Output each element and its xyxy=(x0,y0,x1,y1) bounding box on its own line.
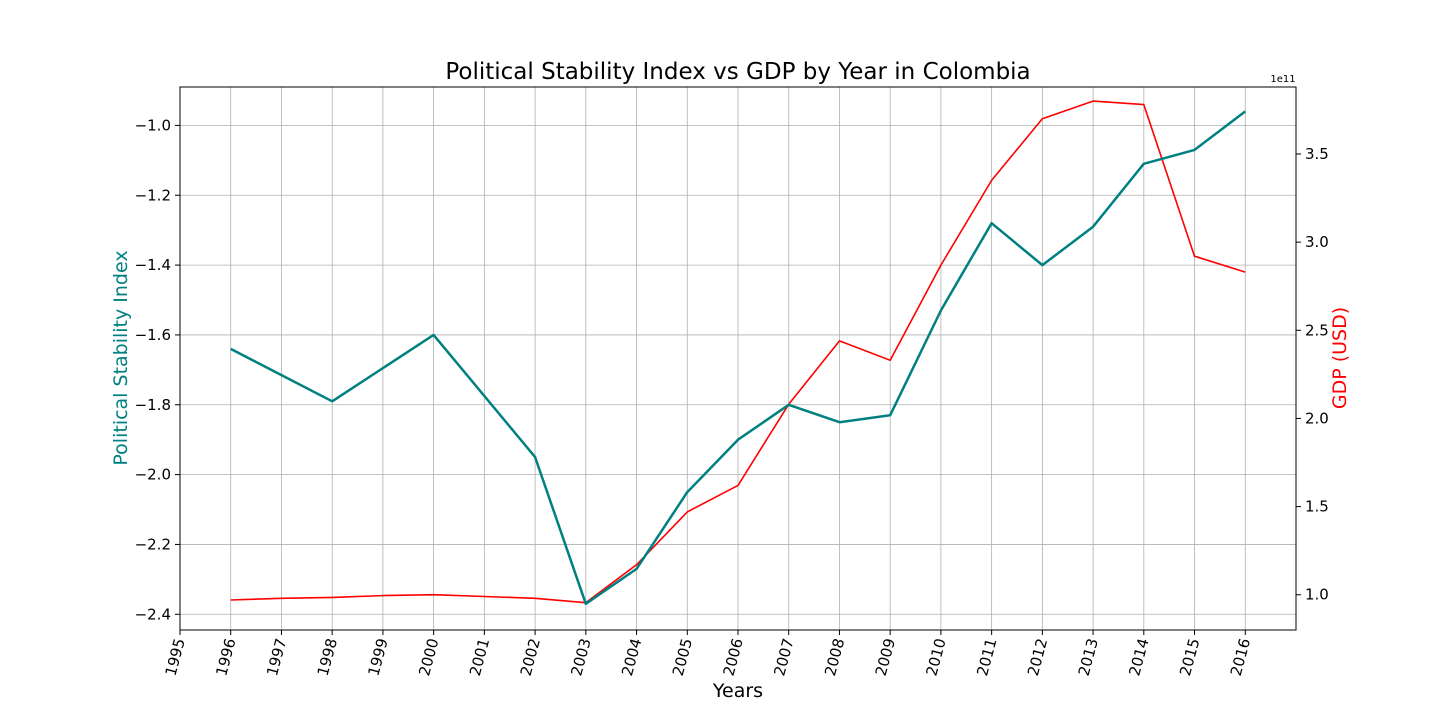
x-tick-label: 2013 xyxy=(1075,636,1102,678)
y-right-tick-label: 1.5 xyxy=(1305,498,1329,516)
y-right-tick-label: 2.0 xyxy=(1305,409,1329,427)
y-right-tick-label: 3.0 xyxy=(1305,233,1329,251)
x-tick-label: 2011 xyxy=(973,636,1000,678)
y-right-tick-label: 3.5 xyxy=(1305,145,1329,163)
y-left-tick-label: −2.4 xyxy=(135,605,171,623)
x-tick-label: 2006 xyxy=(720,636,747,678)
y-left-tick-label: −2.0 xyxy=(135,466,171,484)
x-axis: 1995 1996 1997 1998 1999 2000 2001 2002 2003 2004… xyxy=(162,630,1254,678)
y-axis-left: −2.4 −2.2 −2.0 −1.8 −1.6 −1.4 −1.2 −1.0 xyxy=(135,116,180,623)
y-left-tick-label: −1.8 xyxy=(135,396,171,414)
x-tick-label: 2000 xyxy=(415,636,442,678)
gdp-line xyxy=(230,100,1246,604)
y-left-tick-label: −1.2 xyxy=(135,186,171,204)
x-tick-label: 1998 xyxy=(314,636,341,678)
x-tick-label: 2010 xyxy=(923,636,950,678)
x-tick-label: 2004 xyxy=(618,636,645,678)
chart-title: Political Stability Index vs GDP by Year… xyxy=(445,59,1030,85)
right-axis-offset-label: 1e11 xyxy=(1270,74,1295,85)
y-axis-right-label: GDP (USD) xyxy=(1329,307,1351,409)
y-axis-left-label: Political Stability Index xyxy=(110,250,132,465)
stability-line xyxy=(230,110,1247,606)
y-left-tick-label: −1.4 xyxy=(135,256,171,274)
x-tick-label: 2002 xyxy=(517,636,544,678)
x-tick-label: 2003 xyxy=(567,636,594,678)
x-tick-label: 2016 xyxy=(1227,636,1254,678)
y-left-tick-label: −1.6 xyxy=(135,326,171,344)
y-left-tick-label: −1.0 xyxy=(135,116,171,134)
y-left-tick-label: −2.2 xyxy=(135,535,171,553)
x-tick-label: 2015 xyxy=(1176,636,1203,678)
x-tick-label: 2001 xyxy=(466,636,493,678)
x-tick-label: 1997 xyxy=(263,636,290,678)
x-tick-label: 2007 xyxy=(770,636,797,678)
x-tick-label: 1995 xyxy=(162,636,189,678)
x-tick-label: 2012 xyxy=(1024,636,1051,678)
x-tick-label: 1996 xyxy=(212,636,239,678)
x-tick-label: 2005 xyxy=(669,636,696,678)
x-tick-label: 1999 xyxy=(365,636,392,678)
x-tick-label: 2009 xyxy=(872,636,899,678)
y-right-tick-label: 2.5 xyxy=(1305,321,1329,339)
x-tick-label: 2008 xyxy=(821,636,848,678)
x-axis-label: Years xyxy=(712,680,763,702)
x-tick-label: 2014 xyxy=(1125,636,1152,678)
grid xyxy=(179,87,1296,630)
y-axis-right: 1.0 1.5 2.0 2.5 3.0 3.5 xyxy=(1296,145,1329,604)
series-layer xyxy=(230,100,1247,606)
y-right-tick-label: 1.0 xyxy=(1305,586,1329,604)
